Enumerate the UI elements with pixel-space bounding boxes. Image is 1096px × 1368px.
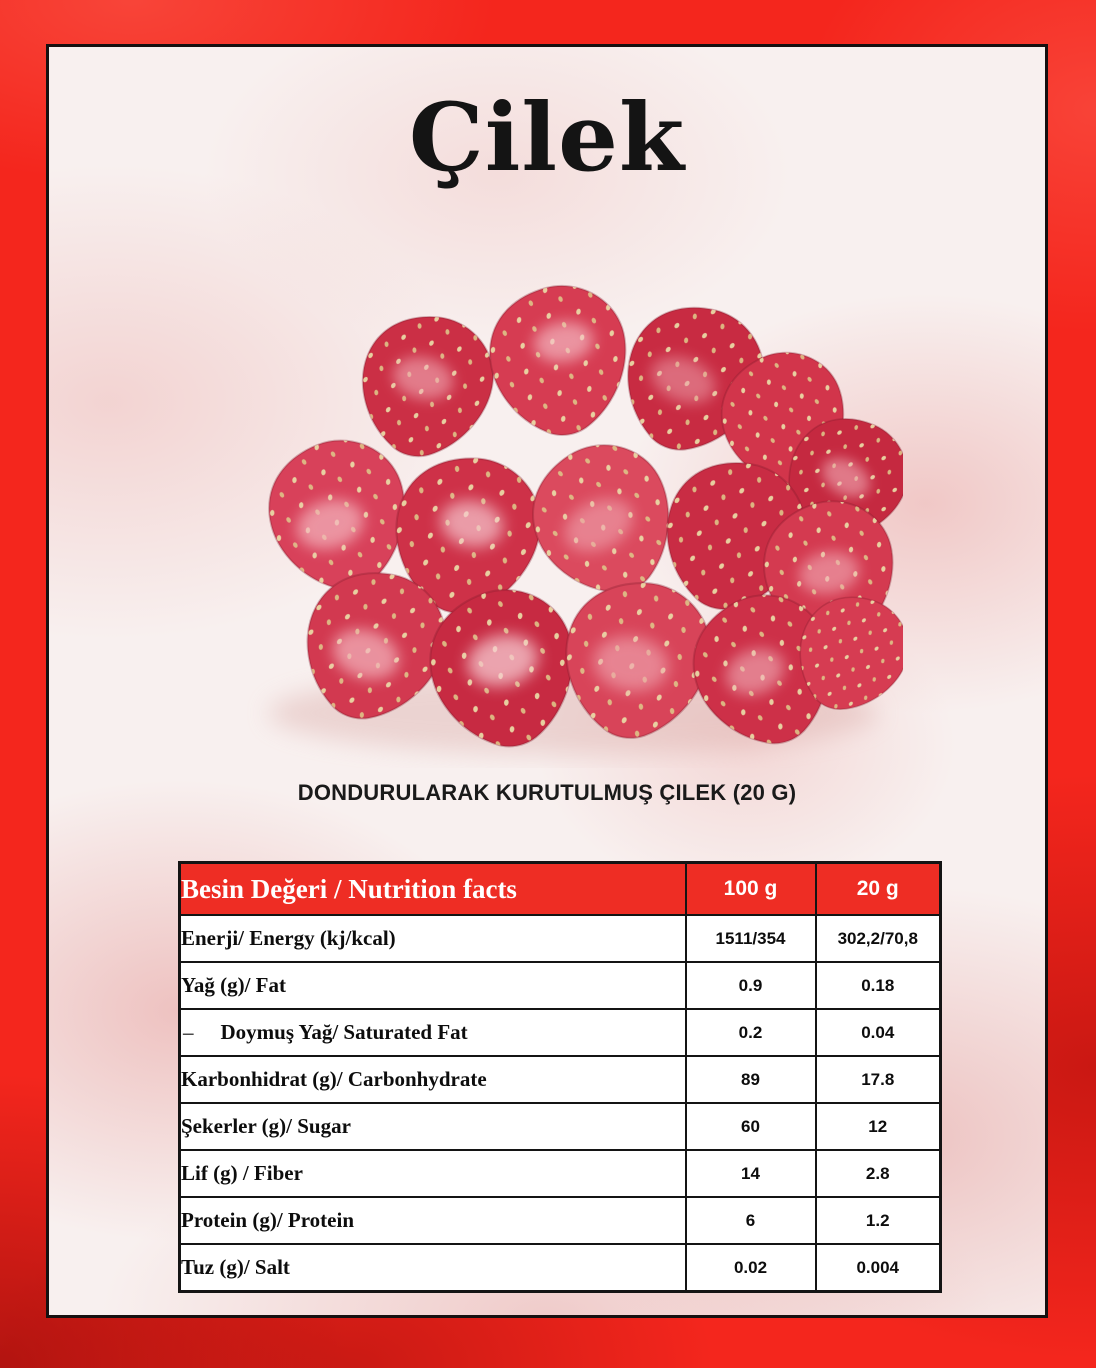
- nutrition-facts-table: Besin Değeri / Nutrition facts 100 g 20 …: [178, 861, 942, 1293]
- nutrient-label: Karbonhidrat (g)/ Carbonhydrate: [178, 1055, 687, 1104]
- nutrient-label-text: Yağ (g)/ Fat: [181, 973, 286, 997]
- nutrient-label: Enerji/ Energy (kj/kcal): [178, 914, 687, 963]
- value-20g: 2.8: [814, 1149, 942, 1198]
- value-100g: 0.9: [684, 961, 817, 1010]
- strawberry-pile-image: [253, 276, 903, 765]
- product-name-caption: DONDURULARAK KURUTULMUŞ ÇILEK (20 G): [297, 780, 797, 805]
- nutrient-label: – Doymuş Yağ/ Saturated Fat: [178, 1008, 687, 1057]
- table-row: Yağ (g)/ Fat 0.9 0.18: [178, 961, 942, 1010]
- nutrient-label-text: Protein (g)/ Protein: [181, 1208, 355, 1232]
- value-20g: 12: [814, 1102, 942, 1151]
- table-row: Karbonhidrat (g)/ Carbonhydrate 89 17.8: [178, 1055, 942, 1104]
- value-20g: 1.2: [814, 1196, 942, 1245]
- value-20g: 0.004: [814, 1243, 942, 1293]
- table-title: Besin Değeri / Nutrition facts: [178, 861, 687, 916]
- nutrient-label-text: Karbonhidrat (g)/ Carbonhydrate: [181, 1067, 487, 1091]
- table-row: Lif (g) / Fiber 14 2.8: [178, 1149, 942, 1198]
- table-header-row: Besin Değeri / Nutrition facts 100 g 20 …: [178, 861, 942, 916]
- table-row: Tuz (g)/ Salt 0.02 0.004: [178, 1243, 942, 1293]
- table-row: Protein (g)/ Protein 6 1.2: [178, 1196, 942, 1245]
- table-row: Enerji/ Energy (kj/kcal) 1511/354 302,2/…: [178, 914, 942, 963]
- value-100g: 14: [684, 1149, 817, 1198]
- nutrient-label-text: Doymuş Yağ/ Saturated Fat: [220, 1020, 468, 1044]
- column-header-20g: 20 g: [814, 861, 942, 916]
- table-row: Şekerler (g)/ Sugar 60 12: [178, 1102, 942, 1151]
- framed-page-panel: Çilek DONDURULARAK KURUTULMU: [46, 44, 1048, 1318]
- nutrient-label-text: Tuz (g)/ Salt: [181, 1255, 290, 1279]
- nutrient-label-text: Lif (g) / Fiber: [181, 1161, 303, 1185]
- table-row: – Doymuş Yağ/ Saturated Fat 0.2 0.04: [178, 1008, 942, 1057]
- value-20g: 302,2/70,8: [814, 914, 942, 963]
- nutrient-label: Lif (g) / Fiber: [178, 1149, 687, 1198]
- nutrient-label: Protein (g)/ Protein: [178, 1196, 687, 1245]
- nutrient-label: Tuz (g)/ Salt: [178, 1243, 687, 1293]
- page-title: Çilek: [408, 83, 686, 193]
- value-20g: 0.04: [814, 1008, 942, 1057]
- nutrient-label-text: Enerji/ Energy (kj/kcal): [181, 926, 396, 950]
- sub-item-dash: –: [183, 1020, 194, 1044]
- value-100g: 89: [684, 1055, 817, 1104]
- value-100g: 0.02: [684, 1243, 817, 1293]
- value-20g: 0.18: [814, 961, 942, 1010]
- nutrient-label-text: Şekerler (g)/ Sugar: [181, 1114, 351, 1138]
- value-100g: 6: [684, 1196, 817, 1245]
- value-100g: 1511/354: [684, 914, 817, 963]
- column-header-100g: 100 g: [684, 861, 817, 916]
- nutrient-label: Yağ (g)/ Fat: [178, 961, 687, 1010]
- value-100g: 60: [684, 1102, 817, 1151]
- value-100g: 0.2: [684, 1008, 817, 1057]
- nutrient-label: Şekerler (g)/ Sugar: [178, 1102, 687, 1151]
- value-20g: 17.8: [814, 1055, 942, 1104]
